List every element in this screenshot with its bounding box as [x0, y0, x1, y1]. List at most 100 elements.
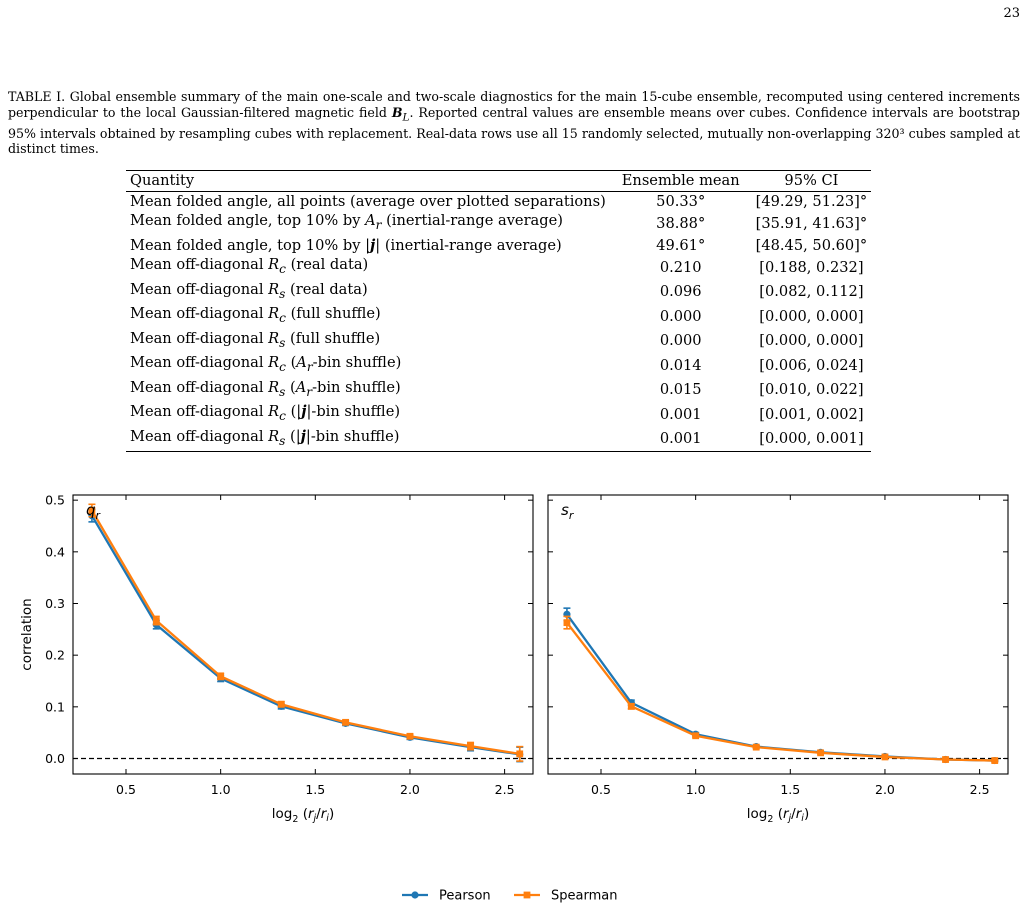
- quantity-cell: Mean folded angle, top 10% by |j| (inert…: [130, 236, 562, 254]
- x-tick-label: 1.0: [211, 782, 231, 797]
- quantity-cell: Mean off-diagonal Rs (real data): [130, 280, 368, 301]
- data-point: [991, 757, 999, 764]
- x-tick-label: 2.0: [400, 782, 420, 797]
- legend: Pearson Spearman: [402, 889, 617, 904]
- table-row: Mean folded angle, all points (average o…: [126, 191, 871, 211]
- data-point: [277, 700, 285, 708]
- y-tick-label: 0.5: [45, 493, 65, 508]
- x-tick-label: 2.5: [495, 782, 515, 797]
- y-tick-label: 0.0: [45, 751, 65, 766]
- ci-cell: [0.000, 0.000]: [759, 307, 864, 325]
- column-header-ci: 95% CI: [751, 170, 872, 192]
- data-point: [406, 732, 414, 740]
- data-point: [752, 743, 760, 751]
- data-point: [881, 753, 889, 761]
- quantity-cell: Mean off-diagonal Rc (|j|-bin shuffle): [130, 403, 401, 424]
- data-point: [563, 619, 571, 627]
- table-row: Mean off-diagonal Rs (Ar-bin shuffle) 0.0…: [126, 378, 871, 403]
- correlation-figure: 0.5 1.0 1.5 2.0 2.5 0.0 0.1 0.2 0.3 0.4 0.5 qr log2 …: [0, 480, 1028, 909]
- x-tick-label: 0.5: [591, 782, 611, 797]
- data-point: [467, 742, 474, 750]
- quantity-cell: Mean folded angle, all points (average o…: [130, 192, 606, 210]
- table-row: Mean off-diagonal Rs (full shuffle) 0.000…: [126, 329, 871, 354]
- ci-cell: [48.45, 50.60]°: [755, 236, 868, 254]
- table-row: Mean off-diagonal Rc (full shuffle) 0.000…: [126, 304, 871, 329]
- quantity-cell: Mean folded angle, top 10% by Ar (inerti…: [130, 212, 563, 233]
- ci-cell: [0.188, 0.232]: [759, 258, 864, 276]
- ci-cell: [0.000, 0.000]: [759, 332, 864, 350]
- ensemble-mean-cell: 0.001: [659, 405, 702, 423]
- panel-label: sr: [561, 501, 575, 522]
- y-tick-label: 0.3: [45, 596, 65, 611]
- y-tick-label: 0.1: [45, 699, 65, 714]
- table-row: Mean off-diagonal Rc (real data) 0.210 [0.…: [126, 255, 871, 280]
- y-tick-label: 0.4: [45, 544, 65, 559]
- ensemble-mean-cell: 38.88°: [656, 214, 706, 232]
- data-point: [152, 617, 160, 624]
- column-header-ensemble-mean: Ensemble mean: [609, 170, 752, 192]
- quantity-cell: Mean off-diagonal Rc (Ar-bin shuffle): [130, 354, 402, 375]
- data-point: [817, 749, 824, 757]
- correlation-figure-svg: 0.5 1.0 1.5 2.0 2.5 0.0 0.1 0.2 0.3 0.4 0.5 qr log2 …: [19, 493, 1009, 904]
- chart-panel-q: 0.5 1.0 1.5 2.0 2.5 0.0 0.1 0.2 0.3 0.4 0.5 qr log2 …: [19, 493, 534, 825]
- quantity-cell: Mean off-diagonal Rc (real data): [130, 256, 369, 277]
- x-tick-label: 1.5: [305, 782, 325, 797]
- ci-cell: [49.29, 51.23]°: [755, 192, 868, 210]
- legend-marker: [411, 891, 419, 899]
- table-row: Mean folded angle, top 10% by |j| (inert…: [126, 236, 871, 256]
- table-caption-text: Global ensemble summary of the main one-…: [8, 89, 1020, 157]
- table-row: Mean off-diagonal Rs (real data) 0.096 [0.…: [126, 280, 871, 305]
- series-line: [90, 515, 520, 756]
- page-number: 23: [1003, 6, 1020, 21]
- data-point: [692, 732, 700, 740]
- series-line: [566, 621, 995, 762]
- ci-cell: [0.010, 0.022]: [759, 381, 864, 399]
- ensemble-mean-cell: 0.001: [609, 426, 752, 453]
- series-line: [90, 509, 520, 755]
- x-tick-label: 1.5: [780, 782, 800, 797]
- series-pearson: [563, 607, 999, 765]
- quantity-cell: Mean off-diagonal Rs (|j|-bin shuffle): [126, 426, 610, 453]
- legend-label: Pearson: [439, 889, 491, 904]
- table-row: Mean off-diagonal Rs (|j|-bin shuffle) 0.…: [126, 426, 872, 453]
- plot-frame: [72, 494, 534, 775]
- ci-cell: [0.006, 0.024]: [759, 356, 864, 374]
- plot-frame: [547, 494, 1009, 775]
- data-point: [217, 672, 225, 680]
- series-spearman: [563, 615, 999, 764]
- y-tick-label: 0.2: [45, 648, 65, 663]
- ensemble-mean-cell: 0.000: [659, 307, 702, 325]
- chart-panel-s: 0.5 1.0 1.5 2.0 2.5 sr log2 (rj/ri): [547, 494, 1009, 825]
- quantity-cell: Mean off-diagonal Rs (full shuffle): [130, 329, 381, 350]
- x-tick-label: 0.5: [116, 782, 136, 797]
- ci-cell: [0.000, 0.001]: [751, 426, 872, 453]
- x-tick-label: 1.0: [686, 782, 706, 797]
- series-spearman: [88, 503, 524, 762]
- ensemble-mean-cell: 0.096: [659, 283, 702, 301]
- x-axis-label: log2 (rj/ri): [747, 806, 809, 825]
- legend-marker: [523, 891, 531, 899]
- table-row: Mean off-diagonal Rc (Ar-bin shuffle) 0.0…: [126, 353, 871, 378]
- ensemble-mean-cell: 0.000: [659, 332, 702, 350]
- ci-cell: [0.001, 0.002]: [759, 405, 864, 423]
- ci-cell: [35.91, 41.63]°: [755, 214, 868, 232]
- legend-label: Spearman: [551, 889, 617, 904]
- ensemble-mean-cell: 49.61°: [656, 236, 706, 254]
- ci-cell: [0.082, 0.112]: [759, 283, 864, 301]
- column-header-quantity: Quantity: [126, 170, 610, 192]
- quantity-cell: Mean off-diagonal Rc (full shuffle): [130, 305, 381, 326]
- ensemble-mean-cell: 0.210: [659, 258, 702, 276]
- ensemble-mean-cell: 0.014: [659, 356, 702, 374]
- data-point: [516, 750, 524, 758]
- series-pearson: [88, 508, 524, 763]
- quantity-cell: Mean off-diagonal Rs (Ar-bin shuffle): [130, 378, 401, 399]
- y-axis-label: correlation: [19, 598, 35, 670]
- x-tick-label: 2.5: [970, 782, 990, 797]
- table-body: Mean folded angle, all points (average o…: [126, 191, 872, 453]
- ensemble-mean-cell: 50.33°: [656, 192, 706, 210]
- x-axis-label: log2 (rj/ri): [272, 806, 334, 825]
- data-point: [627, 702, 635, 710]
- table-row: Mean off-diagonal Rc (|j|-bin shuffle) 0.…: [126, 402, 871, 427]
- panel-label: qr: [86, 501, 102, 522]
- table-header-row: Quantity Ensemble mean 95% CI: [126, 170, 872, 192]
